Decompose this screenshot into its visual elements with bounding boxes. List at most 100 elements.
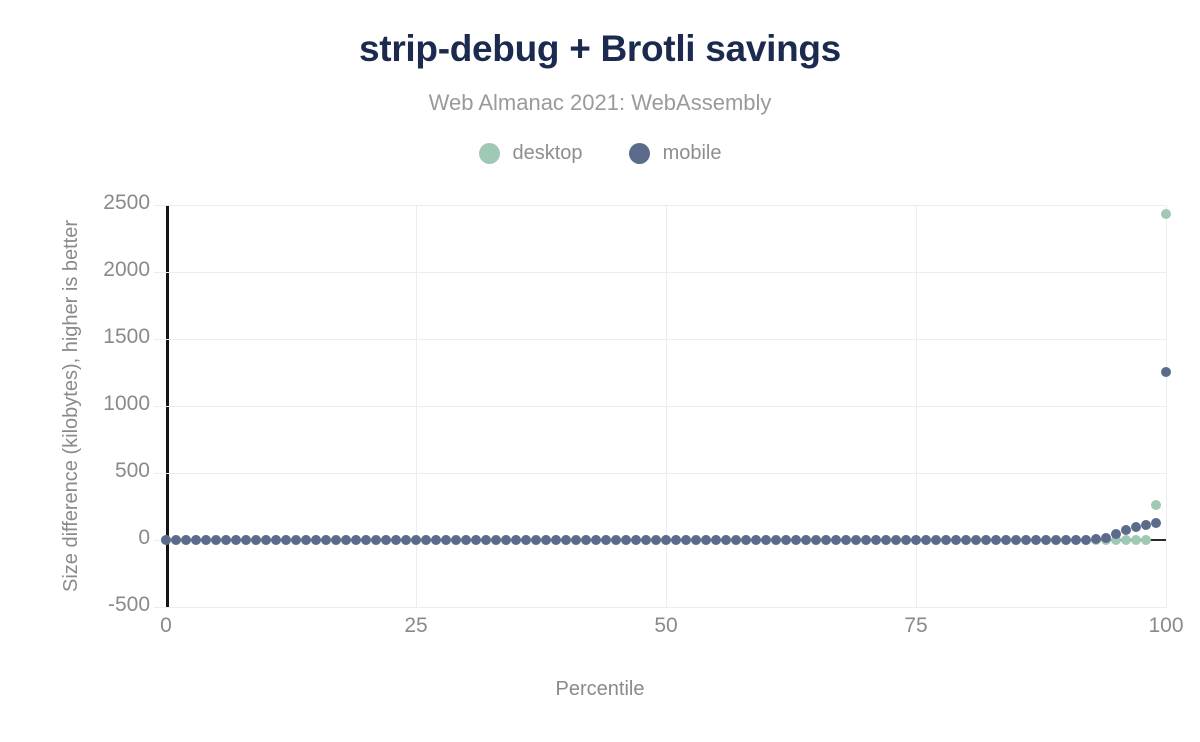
legend-item-mobile[interactable]: mobile [628,142,721,165]
data-point-mobile[interactable] [921,535,931,545]
data-point-mobile[interactable] [421,535,431,545]
data-point-mobile[interactable] [941,535,951,545]
data-point-mobile[interactable] [731,535,741,545]
data-point-mobile[interactable] [191,535,201,545]
data-point-mobile[interactable] [991,535,1001,545]
data-point-desktop[interactable] [1131,535,1141,545]
data-point-mobile[interactable] [651,535,661,545]
data-point-mobile[interactable] [791,535,801,545]
data-point-mobile[interactable] [231,535,241,545]
data-point-mobile[interactable] [951,535,961,545]
data-point-mobile[interactable] [501,535,511,545]
data-point-desktop[interactable] [1141,535,1151,545]
data-point-mobile[interactable] [751,535,761,545]
data-point-desktop[interactable] [1111,535,1121,545]
data-point-mobile[interactable] [211,535,221,545]
data-point-mobile[interactable] [1081,535,1091,545]
data-point-mobile[interactable] [531,535,541,545]
data-point-mobile[interactable] [571,535,581,545]
data-point-desktop[interactable] [1161,209,1171,220]
data-point-mobile[interactable] [721,535,731,545]
data-point-mobile[interactable] [281,535,291,545]
data-point-mobile[interactable] [901,535,911,545]
data-point-mobile[interactable] [1111,528,1121,539]
data-point-mobile[interactable] [451,535,461,545]
data-point-mobile[interactable] [871,535,881,545]
data-point-mobile[interactable] [671,535,681,545]
data-point-mobile[interactable] [1071,535,1081,545]
data-point-mobile[interactable] [601,535,611,545]
data-point-desktop[interactable] [1121,535,1131,545]
data-point-mobile[interactable] [1141,519,1151,530]
data-point-mobile[interactable] [1061,535,1071,545]
data-point-mobile[interactable] [781,535,791,545]
data-point-mobile[interactable] [881,535,891,545]
data-point-mobile[interactable] [1131,522,1141,533]
data-point-mobile[interactable] [711,535,721,545]
data-point-mobile[interactable] [1001,535,1011,545]
data-point-mobile[interactable] [661,535,671,545]
data-point-mobile[interactable] [971,535,981,545]
data-point-mobile[interactable] [441,535,451,545]
data-point-mobile[interactable] [321,535,331,545]
data-point-mobile[interactable] [801,535,811,545]
data-point-mobile[interactable] [581,535,591,545]
data-point-mobile[interactable] [201,535,211,545]
legend-item-desktop[interactable]: desktop [478,142,583,165]
data-point-mobile[interactable] [241,535,251,545]
data-point-mobile[interactable] [511,535,521,545]
data-point-mobile[interactable] [811,535,821,545]
data-point-mobile[interactable] [1041,535,1051,545]
data-point-mobile[interactable] [841,535,851,545]
data-point-mobile[interactable] [771,535,781,545]
data-point-mobile[interactable] [1031,535,1041,545]
data-point-mobile[interactable] [271,535,281,545]
data-point-mobile[interactable] [291,535,301,545]
data-point-mobile[interactable] [1161,366,1171,377]
data-point-mobile[interactable] [331,535,341,545]
data-point-mobile[interactable] [701,535,711,545]
data-point-mobile[interactable] [891,535,901,545]
data-point-mobile[interactable] [761,535,771,545]
data-point-mobile[interactable] [1051,535,1061,545]
data-point-mobile[interactable] [621,535,631,545]
data-point-mobile[interactable] [691,535,701,545]
data-point-mobile[interactable] [461,535,471,545]
data-point-mobile[interactable] [361,535,371,545]
data-point-mobile[interactable] [371,535,381,545]
data-point-mobile[interactable] [221,535,231,545]
data-point-mobile[interactable] [631,535,641,545]
data-point-mobile[interactable] [641,535,651,545]
data-point-mobile[interactable] [431,535,441,545]
data-point-mobile[interactable] [1021,535,1031,545]
data-point-mobile[interactable] [1011,535,1021,545]
data-point-mobile[interactable] [611,535,621,545]
data-point-mobile[interactable] [181,535,191,545]
data-point-desktop[interactable] [1151,500,1161,511]
data-point-mobile[interactable] [931,535,941,545]
data-point-mobile[interactable] [251,535,261,545]
data-point-mobile[interactable] [591,535,601,545]
data-point-mobile[interactable] [161,535,171,545]
data-point-mobile[interactable] [1091,534,1101,545]
data-point-mobile[interactable] [491,535,501,545]
data-point-mobile[interactable] [341,535,351,545]
data-point-mobile[interactable] [261,535,271,545]
data-point-mobile[interactable] [961,535,971,545]
data-point-mobile[interactable] [981,535,991,545]
data-point-mobile[interactable] [401,535,411,545]
data-point-mobile[interactable] [1121,525,1131,536]
data-point-mobile[interactable] [471,535,481,545]
data-point-mobile[interactable] [351,535,361,545]
data-point-mobile[interactable] [831,535,841,545]
data-point-mobile[interactable] [861,535,871,545]
data-point-mobile[interactable] [1101,532,1111,543]
data-point-mobile[interactable] [301,535,311,545]
data-point-mobile[interactable] [1151,517,1161,528]
data-point-mobile[interactable] [381,535,391,545]
data-point-mobile[interactable] [481,535,491,545]
data-point-mobile[interactable] [911,535,921,545]
data-point-mobile[interactable] [561,535,571,545]
data-point-mobile[interactable] [551,535,561,545]
data-point-mobile[interactable] [391,535,401,545]
